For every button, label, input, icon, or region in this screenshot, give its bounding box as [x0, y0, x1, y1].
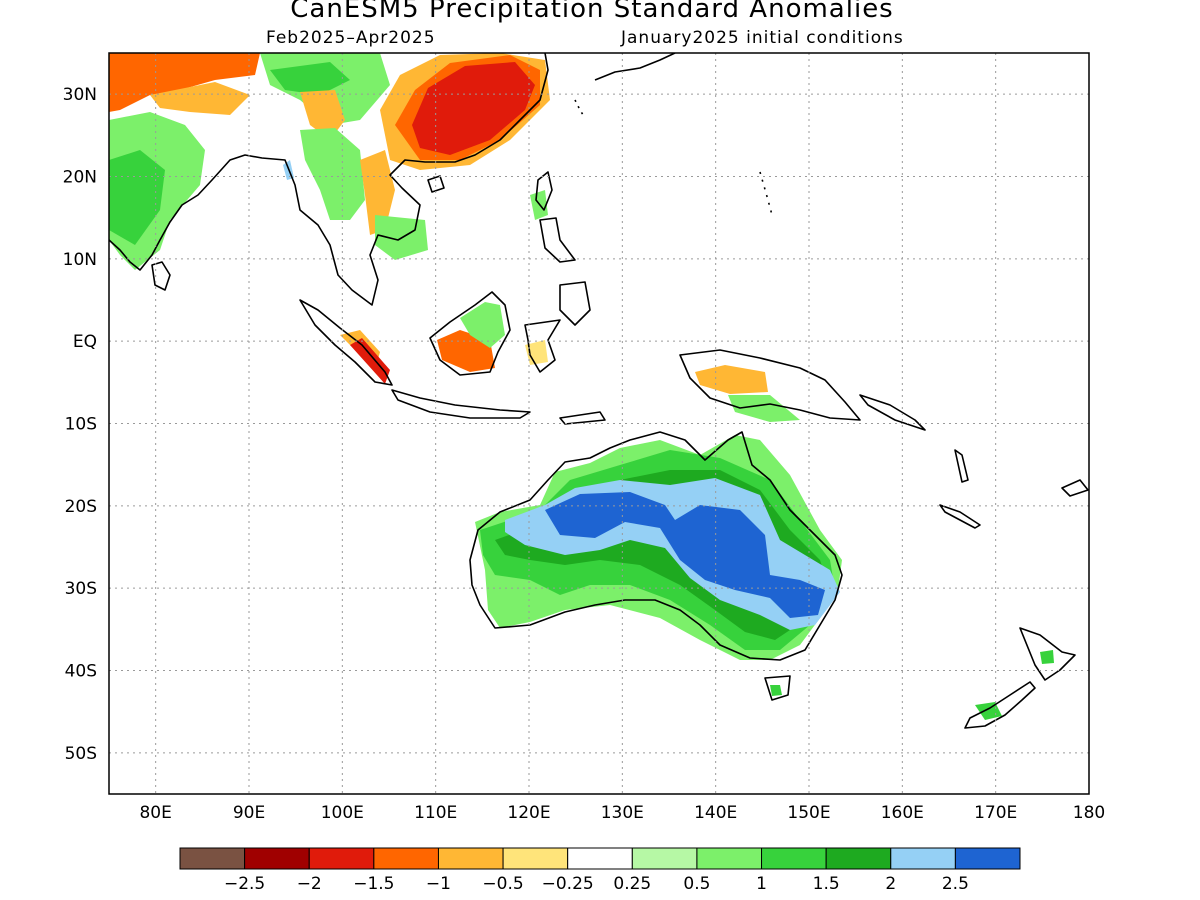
- latitude-label: 20S: [65, 497, 97, 517]
- anomaly-new-guinea-dry: [695, 365, 768, 394]
- anomaly-indochina-wet: [300, 128, 365, 220]
- color-bar-label: 2: [885, 874, 896, 894]
- coast-borneo: [429, 291, 511, 376]
- coast-nz-north: [1019, 627, 1076, 681]
- color-bar-swatch: [373, 847, 439, 870]
- color-bar-swatch: [437, 847, 504, 870]
- map-title: CanESM5 Precipitation Standard Anomalies: [290, 0, 894, 24]
- coast-taiwan: [535, 171, 553, 211]
- anomaly-north-india-dry: [109, 53, 260, 112]
- color-bar: [179, 847, 1021, 870]
- longitude-label: 170E: [974, 803, 1017, 823]
- color-bar-label: 0.5: [683, 874, 710, 894]
- coast-japan: [594, 53, 676, 81]
- coast-new-caledonia: [939, 504, 981, 529]
- coastlines: [109, 53, 1089, 729]
- longitude-label: 120E: [507, 803, 550, 823]
- color-bar-label: 0.25: [613, 874, 651, 894]
- longitude-label: 150E: [787, 803, 830, 823]
- anomaly-nz-north-wet: [1040, 650, 1054, 664]
- coast-tasmania: [764, 675, 791, 701]
- coast-timor: [559, 411, 606, 425]
- latitude-label: 30S: [65, 579, 97, 599]
- color-bar-label: −2.5: [224, 874, 265, 894]
- coast-mindanao: [559, 281, 591, 326]
- color-bar-label: −1: [426, 874, 451, 894]
- anomaly-burma-wet: [270, 62, 350, 95]
- longitude-label: 130E: [601, 803, 644, 823]
- coast-luzon: [539, 217, 576, 263]
- coast-solomon: [859, 394, 926, 431]
- coast-ryukyu: [574, 99, 586, 119]
- coast-hainan: [427, 175, 445, 193]
- initial-conditions: January2025 initial conditions: [621, 28, 904, 48]
- coast-sri-lanka: [151, 261, 171, 291]
- color-bar-label: 1: [756, 874, 767, 894]
- latitude-labels: 30N 20N 10N EQ 10S 20S 30S 40S 50S: [63, 85, 97, 764]
- latitude-label: 40S: [65, 662, 97, 682]
- coast-marianas: [759, 171, 773, 216]
- anomaly-shading: [109, 53, 1054, 720]
- forecast-period: Feb2025–Apr2025: [266, 28, 436, 48]
- coast-nz-south: [964, 681, 1036, 729]
- anomaly-nz-wet: [975, 702, 1002, 720]
- longitude-label: 140E: [694, 803, 737, 823]
- color-bar-swatch: [954, 847, 1021, 870]
- color-bar-label: 2.5: [942, 874, 969, 894]
- color-bar-swatch: [567, 847, 633, 870]
- anomaly-new-guinea-wet: [728, 395, 800, 422]
- longitude-label: 110E: [414, 803, 457, 823]
- longitude-label: 160E: [881, 803, 924, 823]
- latitude-label: 10N: [63, 250, 97, 270]
- anomaly-south-china-dry-strong: [412, 62, 535, 155]
- coast-asia-mainland: [109, 53, 549, 306]
- color-bar-swatch: [631, 847, 698, 870]
- anomaly-australia-darkblue: [545, 492, 825, 618]
- color-bar-labels: −2.5 −2 −1.5 −1 −0.5 −0.25 0.25 0.5 1 1.5 2 2.5: [224, 874, 969, 894]
- anomaly-tasmania-wet: [770, 685, 782, 696]
- coast-java: [391, 389, 531, 419]
- color-bar-label: −1.5: [353, 874, 394, 894]
- latitude-label: 10S: [65, 415, 97, 435]
- latitude-label: 20N: [63, 168, 97, 188]
- longitude-labels: 80E 90E 100E 110E 120E 130E 140E 150E 160E 170E 18…: [139, 803, 1105, 823]
- anomaly-north-india-dry-light: [150, 82, 250, 115]
- gridlines: [109, 53, 1089, 794]
- color-bar-swatch: [502, 847, 569, 870]
- color-bar-swatch: [761, 847, 827, 870]
- map-area: [109, 53, 1089, 729]
- anomaly-sulawesi-light: [525, 340, 548, 365]
- longitude-label: 180: [1073, 803, 1105, 823]
- color-bar-label: −0.5: [482, 874, 523, 894]
- color-bar-label: 1.5: [813, 874, 840, 894]
- coast-fiji: [1061, 479, 1089, 497]
- anomaly-borneo-wet: [460, 302, 505, 348]
- color-bar-swatch: [825, 847, 892, 870]
- anomaly-laos-dry: [360, 150, 395, 235]
- color-bar-label: −0.25: [542, 874, 594, 894]
- color-bar-label: −2: [297, 874, 322, 894]
- coast-new-guinea: [679, 349, 861, 421]
- anomaly-india-wet-strong: [109, 150, 165, 245]
- latitude-label: 50S: [65, 744, 97, 764]
- color-bar-swatch: [696, 847, 763, 870]
- color-bar-swatch: [179, 847, 246, 870]
- longitude-label: 90E: [233, 803, 265, 823]
- latitude-label: 30N: [63, 85, 97, 105]
- anomaly-tibet-dry: [300, 90, 345, 140]
- coast-vanuatu: [954, 449, 969, 483]
- longitude-label: 100E: [321, 803, 364, 823]
- anomaly-sumatra-dry: [350, 338, 390, 384]
- latitude-label: EQ: [73, 332, 97, 352]
- color-bar-swatch: [890, 847, 956, 870]
- coast-sumatra: [299, 299, 393, 386]
- color-bar-swatch: [308, 847, 375, 870]
- plot-frame: [108, 52, 1090, 795]
- coast-australia: [469, 431, 843, 661]
- color-bar-swatch: [244, 847, 310, 870]
- longitude-label: 80E: [139, 803, 171, 823]
- coast-sulawesi: [524, 319, 561, 373]
